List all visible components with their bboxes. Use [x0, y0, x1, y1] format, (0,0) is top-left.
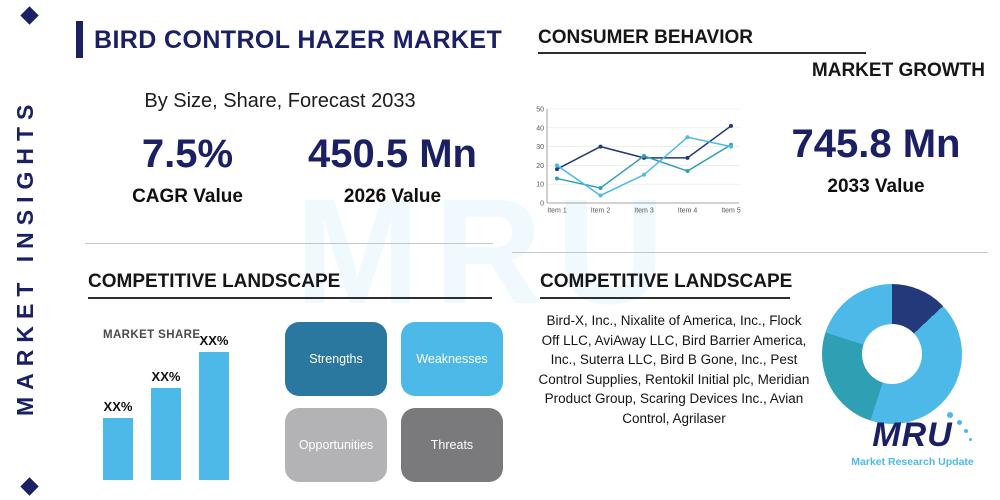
x-tick-label: Item 5: [721, 208, 741, 215]
y-tick-label: 30: [536, 144, 544, 151]
logo-subtext: Market Research Update: [851, 456, 974, 468]
line-series-1: [556, 125, 732, 170]
value-2033: 745.8 Mn: [791, 122, 961, 166]
market-share-bar: XX%: [151, 369, 181, 480]
market-insights-label: MARKET INSIGHTS: [12, 97, 38, 417]
data-point: [598, 185, 603, 190]
x-tick-label: Item 1: [547, 208, 567, 215]
logo-dot-icon: [969, 438, 972, 441]
data-point: [642, 172, 646, 177]
y-tick-label: 50: [536, 107, 544, 114]
mru-logo: MRU Market Research Update: [835, 412, 990, 468]
bar: [151, 388, 181, 480]
bar: [199, 352, 229, 480]
title-accent-bar: [76, 21, 83, 58]
y-tick-label: 20: [536, 163, 544, 170]
cagr-stat: 7.5% CAGR Value: [105, 132, 270, 208]
consumer-behavior-title: CONSUMER BEHAVIOR: [538, 27, 753, 48]
market-growth-title: MARKET GROWTH: [811, 60, 985, 81]
swot-box-opportunities: Opportunities: [285, 408, 387, 482]
value-2026-label: 2026 Value: [343, 186, 442, 207]
data-point: [685, 169, 690, 174]
page-title: BIRD CONTROL HAZER MARKET: [94, 26, 503, 54]
swot-box-weaknesses: Weaknesses: [401, 322, 503, 396]
data-point: [555, 176, 559, 181]
line-series-2: [556, 144, 732, 189]
swot-box-strengths: Strengths: [285, 322, 387, 396]
heading-underline: [88, 297, 492, 299]
x-tick-label: Item 2: [591, 208, 611, 215]
data-point: [729, 123, 733, 128]
logo-text: MRU: [872, 416, 953, 454]
diamond-icon: [20, 477, 39, 496]
data-point: [555, 167, 559, 172]
market-donut-chart: [822, 284, 962, 424]
competitive-landscape-right-title: COMPETITIVE LANDSCAPE: [540, 271, 793, 292]
page-subtitle: By Size, Share, Forecast 2033: [144, 90, 416, 112]
companies-list: Bird-X, Inc., Nixalite of America, Inc.,…: [538, 313, 810, 426]
swot-box-threats: Threats: [401, 408, 503, 482]
divider: [85, 243, 493, 244]
data-point: [729, 144, 733, 149]
data-point: [642, 154, 646, 158]
value-2033-stat: 745.8 Mn 2033 Value: [765, 122, 987, 198]
value-2033-label: 2033 Value: [827, 176, 925, 197]
cagr-value: 7.5%: [141, 132, 234, 176]
logo-dot-icon: [957, 420, 962, 425]
data-point: [685, 155, 690, 160]
data-point: [685, 135, 690, 140]
heading-underline: [540, 297, 790, 299]
market-share-bar-chart: XX% XX% XX%: [103, 333, 268, 480]
cagr-label: CAGR Value: [132, 186, 243, 207]
bar: [103, 418, 133, 480]
donut-hole: [862, 324, 922, 384]
heading-underline: [538, 52, 866, 54]
data-point: [598, 144, 603, 149]
market-share-bar: XX%: [103, 399, 133, 480]
diamond-icon: [20, 6, 39, 25]
value-2026-stat: 450.5 Mn 2026 Value: [295, 132, 490, 208]
x-tick-label: Item 4: [678, 208, 698, 215]
y-tick-label: 40: [536, 125, 544, 132]
competitive-landscape-left-title: COMPETITIVE LANDSCAPE: [88, 271, 341, 292]
market-growth-line-chart: 0 10 20 30 40 50 Item 1 Item 2 Item 3 Item 4 Item …: [536, 107, 741, 215]
y-tick-label: 10: [536, 182, 544, 189]
divider: [512, 252, 988, 253]
logo-dot-icon: [947, 412, 953, 418]
data-point: [555, 163, 559, 168]
logo-dot-icon: [964, 429, 968, 433]
bar-value-label: XX%: [199, 333, 229, 348]
bar-value-label: XX%: [103, 399, 133, 414]
bar-value-label: XX%: [151, 369, 181, 384]
value-2026: 450.5 Mn: [308, 132, 477, 176]
y-tick-label: 0: [540, 201, 544, 208]
market-share-label: MARKET SHARE: [103, 329, 201, 341]
swot-grid: Strengths Weaknesses Opportunities Threats: [285, 322, 503, 482]
market-share-bar: XX%: [199, 333, 229, 480]
x-tick-label: Item 3: [634, 208, 654, 215]
data-point: [598, 193, 603, 198]
